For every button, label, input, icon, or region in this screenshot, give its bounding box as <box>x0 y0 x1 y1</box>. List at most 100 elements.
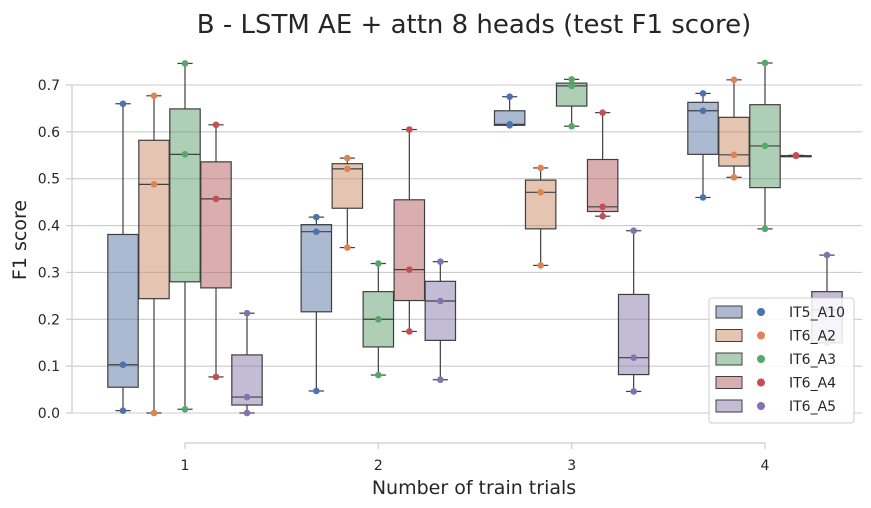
data-point <box>150 409 158 417</box>
data-point <box>243 409 251 417</box>
box-IT6_A2-3 <box>524 164 557 269</box>
box-IT6_A3-4 <box>749 59 781 233</box>
data-point <box>730 151 738 159</box>
data-point <box>437 376 444 384</box>
box-iqr <box>138 139 170 300</box>
legend-item-IT6_A5: IT6_A5 <box>715 399 836 415</box>
data-point <box>375 315 382 323</box>
box-iqr <box>424 280 457 341</box>
box-iqr <box>200 161 232 289</box>
y-tick-label: 0.4 <box>38 219 60 235</box>
box-iqr <box>718 116 750 167</box>
legend-swatch <box>715 376 743 389</box>
box-iqr <box>393 199 426 302</box>
x-tick-label: 2 <box>374 458 383 474</box>
data-point <box>568 82 575 90</box>
legend-item-IT6_A2: IT6_A2 <box>715 329 836 345</box>
data-point <box>568 76 575 83</box>
legend-swatch <box>715 352 743 366</box>
box-iqr <box>586 158 619 213</box>
box-IT6_A5-2 <box>424 258 457 384</box>
box-IT6_A4-1 <box>200 121 232 381</box>
data-point <box>313 387 320 395</box>
x-axis-title: Number of train trials <box>372 477 576 499</box>
data-point <box>344 154 351 162</box>
y-tick-label: 0.6 <box>38 125 60 141</box>
data-point <box>212 195 220 203</box>
legend-swatch <box>715 305 743 319</box>
data-point <box>699 194 707 201</box>
data-point <box>181 405 189 413</box>
data-point <box>181 60 189 67</box>
data-point <box>406 266 413 273</box>
chart-title: B - LSTM AE + attn 8 heads (test F1 scor… <box>197 10 752 40</box>
data-point <box>630 388 637 395</box>
box-IT6_A3-1 <box>169 60 201 413</box>
box-iqr <box>617 293 650 376</box>
data-point <box>313 228 320 235</box>
data-point <box>823 251 831 259</box>
data-point <box>344 165 351 173</box>
y-tick-label: 0.3 <box>38 265 60 281</box>
y-axis: 0.0 0.1 0.2 0.3 0.4 0.5 0.6 0.7 <box>38 78 73 422</box>
box-IT6_A5-1 <box>231 309 263 417</box>
legend-frame <box>708 297 855 424</box>
data-point <box>506 121 513 128</box>
data-point <box>119 361 127 369</box>
legend-marker <box>757 355 765 363</box>
box-IT6_A3-2 <box>362 260 395 379</box>
box-iqr <box>107 233 139 388</box>
data-point <box>537 262 544 269</box>
data-point <box>119 100 127 108</box>
data-point <box>699 107 707 115</box>
data-point <box>506 93 513 101</box>
data-point <box>212 121 220 129</box>
legend-marker <box>757 402 765 410</box>
data-point <box>119 407 127 414</box>
data-point <box>375 371 382 379</box>
legend-label: IT6_A5 <box>789 399 836 415</box>
box-IT6_A4-2 <box>393 126 426 335</box>
data-point <box>150 92 158 100</box>
data-point <box>630 227 637 235</box>
data-point <box>630 354 637 362</box>
data-point <box>730 76 738 84</box>
box-iqr <box>169 108 201 283</box>
box-IT5_A10-4 <box>687 90 719 201</box>
data-point <box>406 126 413 133</box>
data-point <box>537 189 544 196</box>
box-iqr <box>300 224 333 313</box>
data-point <box>599 212 606 220</box>
data-point <box>761 59 769 67</box>
data-point <box>599 109 606 116</box>
x-tick-label: 3 <box>567 458 576 474</box>
legend-marker <box>757 331 765 340</box>
legend-marker <box>757 308 765 316</box>
data-point <box>406 328 413 335</box>
legend-label: IT6_A3 <box>789 352 836 368</box>
box-IT5_A10-1 <box>107 100 139 414</box>
x-axis: 1 2 3 4 <box>181 442 770 474</box>
y-tick-label: 0.1 <box>38 359 60 375</box>
data-point <box>243 309 251 317</box>
legend-label: IT6_A4 <box>789 376 836 392</box>
box-IT5_A10-2 <box>300 213 333 395</box>
data-point <box>437 258 444 265</box>
legend-item-IT5_A10: IT5_A10 <box>715 305 845 321</box>
data-point <box>537 164 544 172</box>
boxes-layer <box>107 59 843 417</box>
legend-item-IT6_A4: IT6_A4 <box>715 376 836 392</box>
legend-item-IT6_A3: IT6_A3 <box>715 352 836 368</box>
box-IT6_A4-4 <box>780 151 812 160</box>
legend: IT5_A10 IT6_A2 IT6_A3 IT6_A4 IT6_A5 <box>708 297 855 424</box>
y-tick-label: 0.7 <box>38 78 60 94</box>
data-point <box>375 260 382 267</box>
x-tick-label: 1 <box>181 458 190 474</box>
y-tick-label: 0.5 <box>38 172 60 188</box>
y-axis-title: F1 score <box>9 200 31 280</box>
box-IT6_A4-3 <box>586 109 619 220</box>
box-iqr <box>524 179 557 230</box>
legend-swatch <box>715 399 743 413</box>
x-tick-label: 4 <box>761 458 770 474</box>
